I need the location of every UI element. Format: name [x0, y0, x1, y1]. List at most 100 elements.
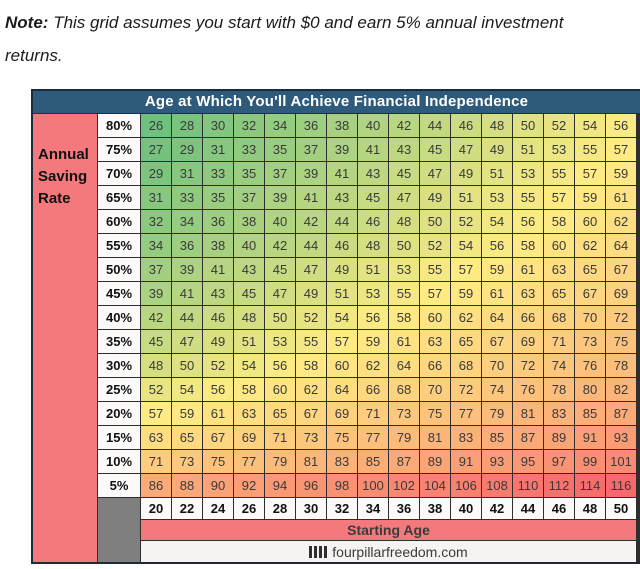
heatmap-cell: 83 — [451, 426, 481, 449]
heatmap-cell: 43 — [358, 162, 388, 185]
heatmap-cell: 37 — [234, 186, 264, 209]
age-column-header: 42 — [482, 498, 512, 519]
heatmap-cell: 51 — [327, 282, 357, 305]
heatmap-cell: 85 — [482, 426, 512, 449]
heatmap-cell: 86 — [141, 474, 171, 497]
heatmap-cell: 58 — [513, 234, 543, 257]
heatmap-cell: 63 — [513, 282, 543, 305]
heatmap-cell: 31 — [203, 138, 233, 161]
note-label: Note: — [5, 13, 49, 32]
heatmap-cell: 116 — [606, 474, 636, 497]
heatmap-cell: 54 — [172, 378, 202, 401]
rate-row-header: 80% — [98, 114, 140, 137]
heatmap-cell: 53 — [389, 258, 419, 281]
heatmap-cell: 49 — [451, 162, 481, 185]
heatmap-cell: 41 — [327, 162, 357, 185]
rate-row-header: 65% — [98, 186, 140, 209]
heatmap-cell: 88 — [172, 474, 202, 497]
heatmap-cell: 69 — [513, 330, 543, 353]
heatmap-cell: 42 — [296, 210, 326, 233]
rate-row-header: 60% — [98, 210, 140, 233]
heatmap-cell: 63 — [544, 258, 574, 281]
heatmap-grid: Annual Saving Rate 80% 26 28 30 32 34 36 38 40 42 4… — [33, 114, 640, 562]
heatmap-cell: 51 — [358, 258, 388, 281]
heatmap-cell: 45 — [358, 186, 388, 209]
heatmap-cell: 67 — [482, 330, 512, 353]
rate-row-header: 5% — [98, 474, 140, 497]
heatmap-cell: 56 — [482, 234, 512, 257]
heatmap-cell: 31 — [172, 162, 202, 185]
heatmap-cell: 42 — [141, 306, 171, 329]
heatmap-cell: 75 — [327, 426, 357, 449]
heatmap-cell: 62 — [451, 306, 481, 329]
heatmap-cell: 54 — [234, 354, 264, 377]
heatmap-cell: 76 — [575, 354, 605, 377]
heatmap-cell: 65 — [451, 330, 481, 353]
heatmap-cell: 97 — [544, 450, 574, 473]
heatmap-cell: 51 — [482, 162, 512, 185]
rate-row-header: 15% — [98, 426, 140, 449]
heatmap-cell: 64 — [606, 234, 636, 257]
heatmap-cell: 56 — [265, 354, 295, 377]
heatmap-cell: 29 — [172, 138, 202, 161]
heatmap-cell: 59 — [606, 162, 636, 185]
heatmap-cell: 85 — [358, 450, 388, 473]
heatmap-cell: 53 — [513, 162, 543, 185]
heatmap-cell: 37 — [296, 138, 326, 161]
heatmap-cell: 42 — [265, 234, 295, 257]
heatmap-cell: 33 — [234, 138, 264, 161]
heatmap-cell: 67 — [296, 402, 326, 425]
heatmap-cell: 59 — [172, 402, 202, 425]
heatmap-cell: 60 — [420, 306, 450, 329]
heatmap-cell: 44 — [327, 210, 357, 233]
heatmap-cell: 92 — [234, 474, 264, 497]
heatmap-cell: 60 — [575, 210, 605, 233]
heatmap-cell: 77 — [451, 402, 481, 425]
rate-row-header: 35% — [98, 330, 140, 353]
age-column-header: 40 — [451, 498, 481, 519]
age-column-header: 46 — [544, 498, 574, 519]
heatmap-cell: 67 — [203, 426, 233, 449]
heatmap-cell: 49 — [296, 282, 326, 305]
heatmap-cell: 52 — [141, 378, 171, 401]
heatmap-cell: 49 — [420, 186, 450, 209]
table-title: Age at Which You'll Achieve Financial In… — [33, 91, 640, 114]
heatmap-cell: 38 — [234, 210, 264, 233]
heatmap-cell: 58 — [544, 210, 574, 233]
heatmap-cell: 53 — [265, 330, 295, 353]
heatmap-cell: 62 — [575, 234, 605, 257]
heatmap-cell: 44 — [420, 114, 450, 137]
heatmap-cell: 38 — [327, 114, 357, 137]
y-axis-label: Annual Saving Rate — [33, 114, 97, 562]
heatmap-cell: 60 — [544, 234, 574, 257]
heatmap-cell: 47 — [296, 258, 326, 281]
heatmap-cell: 65 — [172, 426, 202, 449]
heatmap-cell: 72 — [513, 354, 543, 377]
heatmap-cell: 35 — [203, 186, 233, 209]
note-text: This grid assumes you start with $0 and … — [5, 13, 564, 65]
heatmap-cell: 37 — [265, 162, 295, 185]
heatmap-cell: 87 — [389, 450, 419, 473]
heatmap-cell: 40 — [265, 210, 295, 233]
heatmap-cell: 46 — [358, 210, 388, 233]
heatmap-cell: 59 — [451, 282, 481, 305]
heatmap-cell: 87 — [513, 426, 543, 449]
heatmap-cell: 52 — [544, 114, 574, 137]
heatmap-cell: 33 — [203, 162, 233, 185]
heatmap-cell: 49 — [482, 138, 512, 161]
heatmap-cell: 82 — [606, 378, 636, 401]
heatmap-cell: 102 — [389, 474, 419, 497]
heatmap-cell: 57 — [606, 138, 636, 161]
heatmap-cell: 43 — [203, 282, 233, 305]
heatmap-cell: 83 — [327, 450, 357, 473]
footer-brand-text: fourpillarfreedom.com — [332, 543, 468, 560]
heatmap-cell: 41 — [358, 138, 388, 161]
heatmap-cell: 32 — [234, 114, 264, 137]
heatmap-cell: 63 — [234, 402, 264, 425]
heatmap-cell: 69 — [606, 282, 636, 305]
heatmap-cell: 48 — [141, 354, 171, 377]
heatmap-cell: 48 — [234, 306, 264, 329]
heatmap-cell: 55 — [544, 162, 574, 185]
heatmap-cell: 71 — [358, 402, 388, 425]
heatmap-cell: 42 — [389, 114, 419, 137]
